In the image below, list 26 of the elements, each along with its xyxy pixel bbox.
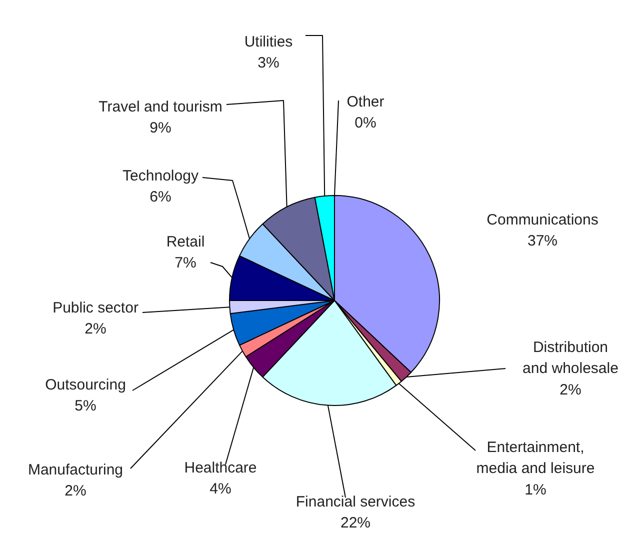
slice-label: Manufacturing xyxy=(28,461,124,478)
slice-label: Outsourcing xyxy=(45,376,126,394)
slice-label: Communications xyxy=(486,211,598,228)
slice-label: Technology xyxy=(122,167,199,184)
data-label: 2% xyxy=(560,381,582,398)
slice-label: Utilities xyxy=(244,33,293,50)
data-label: 2% xyxy=(64,482,86,500)
data-label: 1% xyxy=(524,481,546,498)
slice-label: Retail xyxy=(166,233,205,250)
slice-label: Public sector xyxy=(52,299,138,316)
data-label: 22% xyxy=(340,514,371,532)
data-label: 6% xyxy=(150,188,172,206)
data-label: 5% xyxy=(74,398,96,415)
slice-label: Financial services xyxy=(296,493,416,510)
category-label: Other xyxy=(346,93,384,110)
data-label: 2% xyxy=(84,320,106,338)
slice-label: Healthcare xyxy=(184,459,257,476)
data-label: 7% xyxy=(174,254,196,272)
slice-label: Entertainment, media and leisure xyxy=(476,438,595,477)
slice-label: Distribution and wholesale xyxy=(522,338,618,377)
slice-label: Travel and tourism xyxy=(98,98,222,116)
data-label: 9% xyxy=(150,120,172,137)
data-label: 3% xyxy=(258,54,280,72)
data-label: 4% xyxy=(210,480,232,498)
text: 0% xyxy=(354,114,376,132)
data-label: 37% xyxy=(527,232,558,250)
